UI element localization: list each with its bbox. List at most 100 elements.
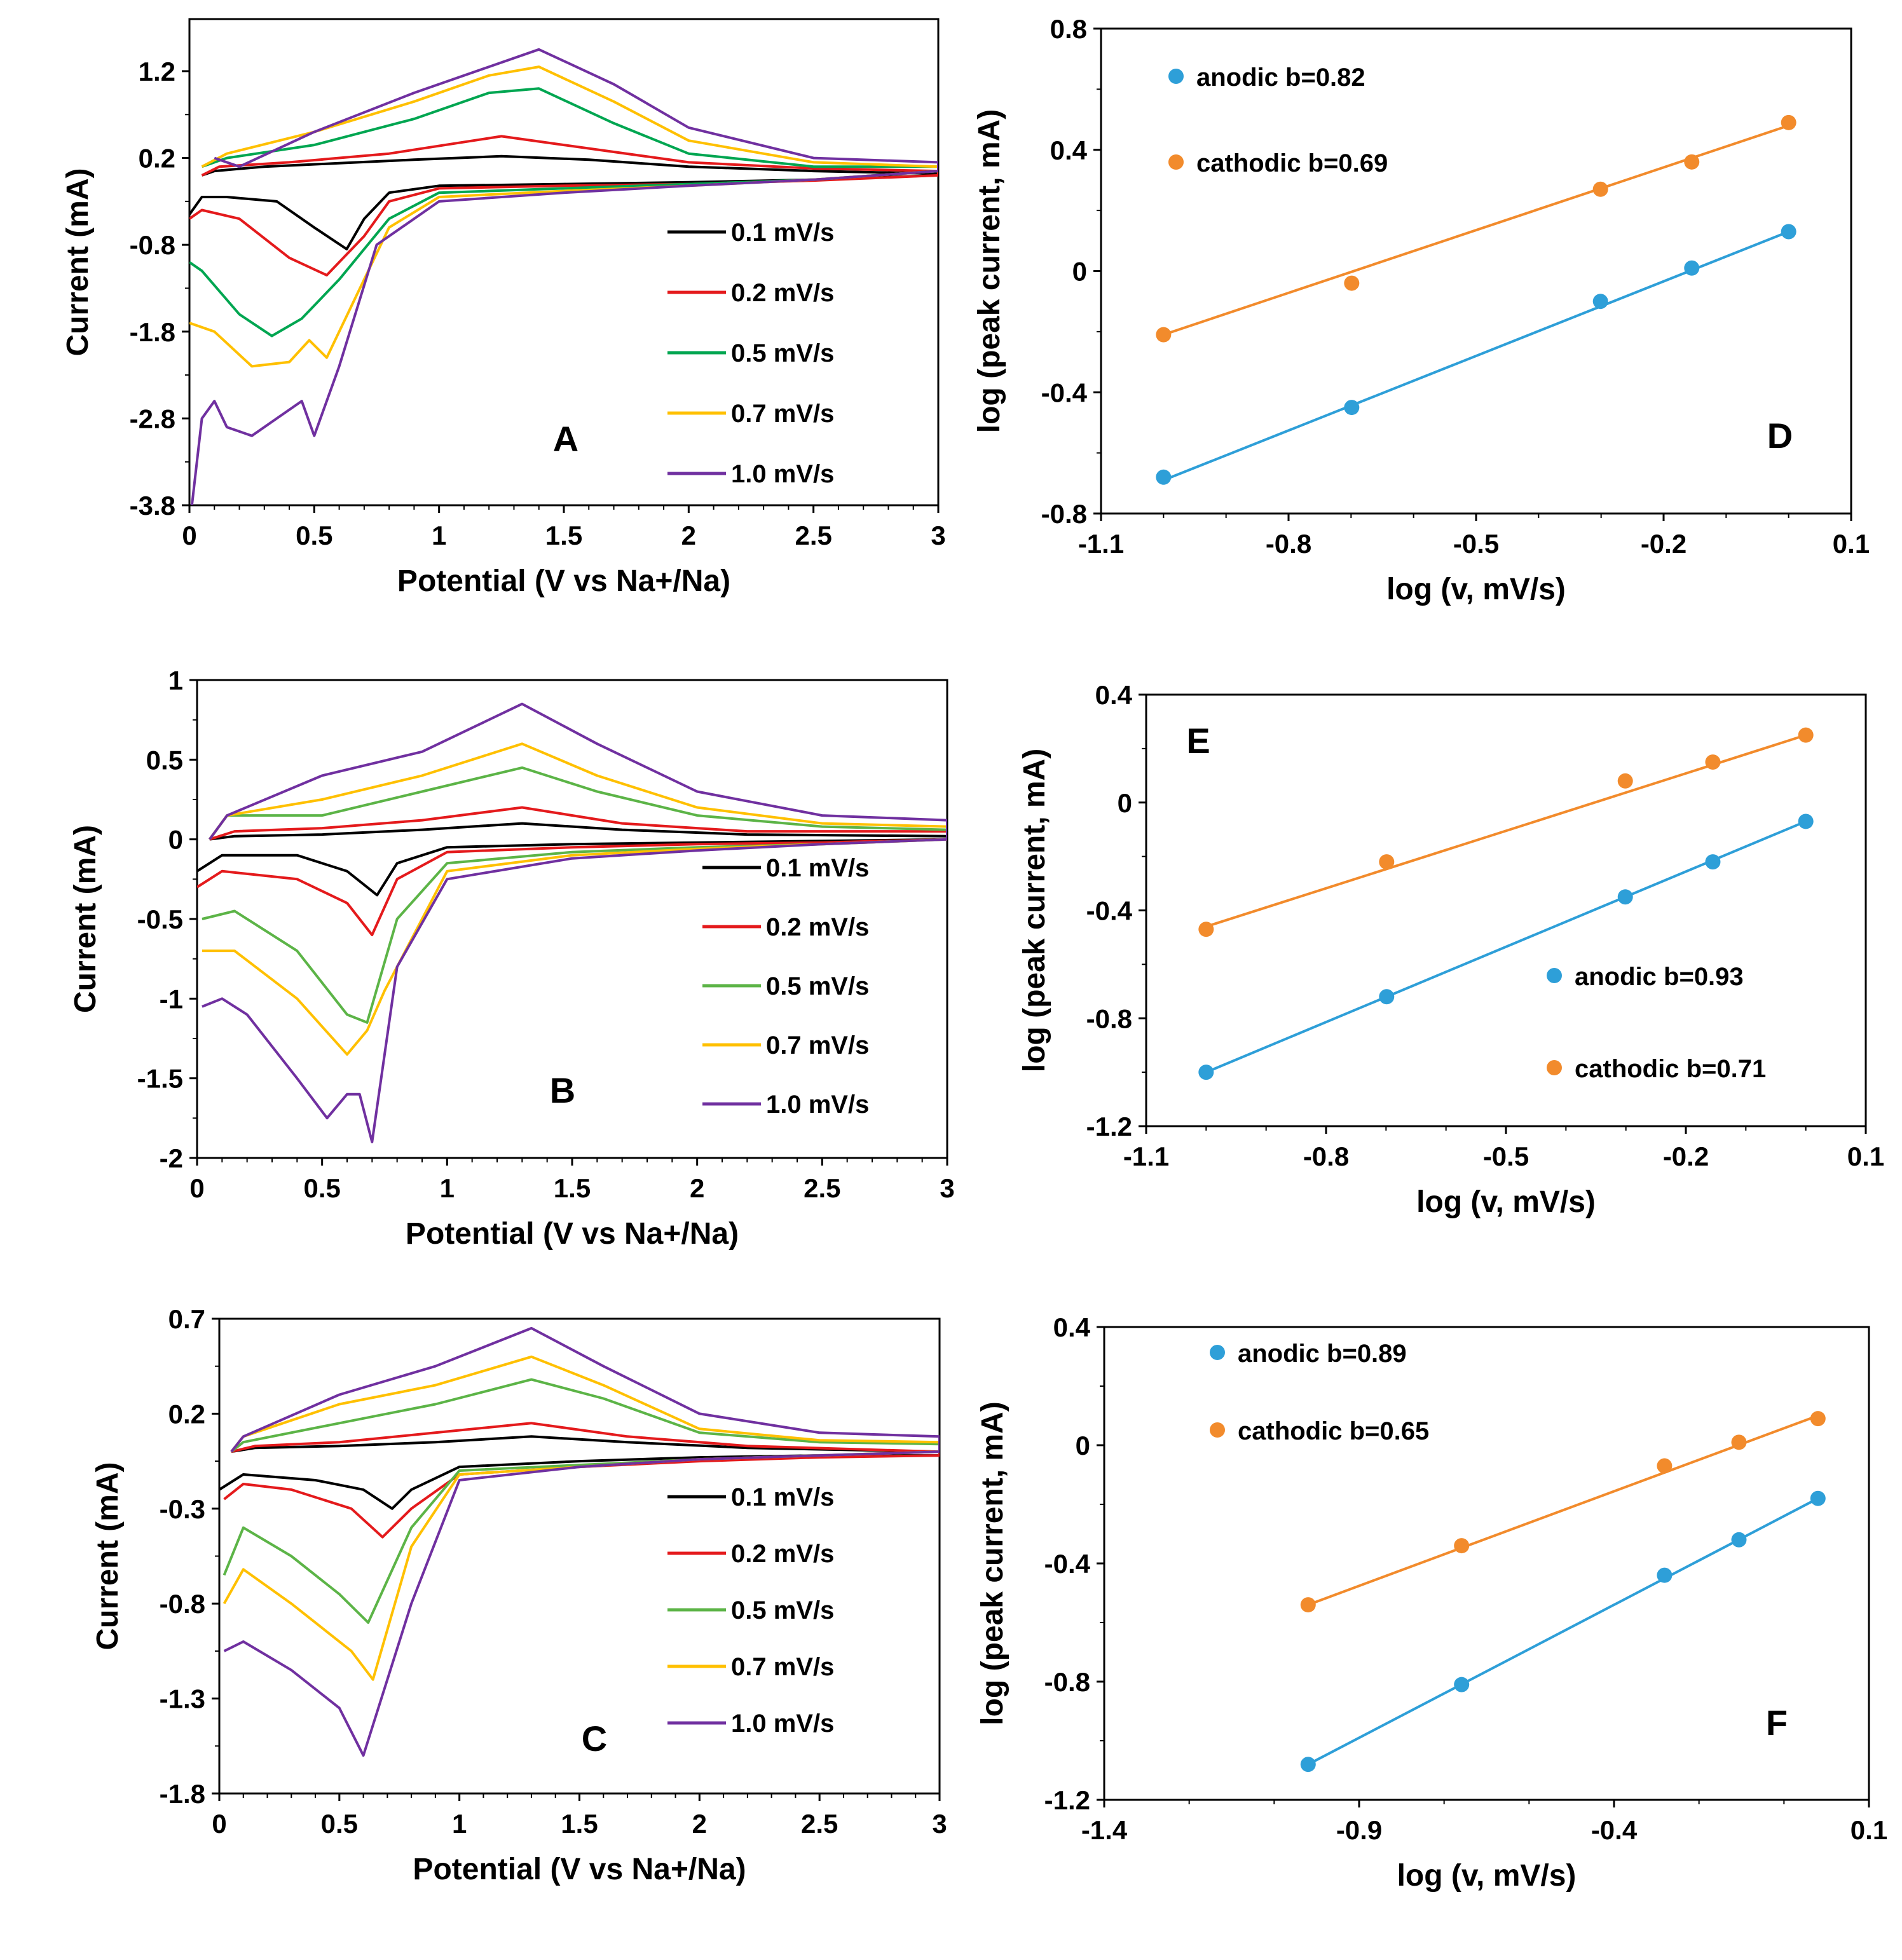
data-point <box>1344 400 1360 416</box>
legend-label: 0.5 mV/s <box>731 339 834 367</box>
y-tick-label: -0.8 <box>1044 1667 1090 1697</box>
y-tick-label: -0.4 <box>1044 1549 1091 1579</box>
data-point <box>1705 754 1721 770</box>
y-tick-label: -1.2 <box>1086 1112 1132 1141</box>
data-point <box>1657 1458 1673 1474</box>
x-tick-label: -1.4 <box>1081 1815 1128 1845</box>
legend-label: anodic b=0.93 <box>1575 963 1744 991</box>
y-tick-label: 0.5 <box>146 745 183 775</box>
panel-f: -1.2 -0.8 -0.4 0 0.4 -1.4 -0.9 -0.4 0.1 log (v, m… <box>976 1312 1887 1893</box>
data-point <box>1344 275 1360 291</box>
x-tick-label: -0.9 <box>1336 1815 1382 1845</box>
x-tick-label: -0.8 <box>1266 529 1311 559</box>
y-tick-label: 0 <box>168 825 183 855</box>
legend-marker <box>1168 69 1184 84</box>
data-point <box>1781 114 1796 130</box>
data-point <box>1810 1490 1826 1506</box>
data-point <box>1617 773 1633 789</box>
data-point <box>1798 813 1814 829</box>
legend-label: anodic b=0.82 <box>1196 64 1365 92</box>
y-tick-label: 1 <box>168 665 183 695</box>
data-point <box>1454 1538 1470 1554</box>
legend-label: 0.1 mV/s <box>731 1483 834 1511</box>
x-tick-label: 2.5 <box>804 1173 840 1203</box>
x-tick-label: 2.5 <box>801 1809 838 1839</box>
data-point <box>1684 154 1700 170</box>
x-tick-label: 3 <box>940 1173 954 1203</box>
x-tick-label: 0.1 <box>1847 1141 1884 1171</box>
y-tick-label: -0.5 <box>137 904 183 934</box>
legend-label: 0.2 mV/s <box>766 913 869 941</box>
cv-curve-1-0-mV-s <box>190 48 938 505</box>
y-tick-label: -1.2 <box>1044 1785 1090 1815</box>
x-tick-label: -0.5 <box>1483 1141 1529 1171</box>
cv-curve-0-7-mV-s <box>222 1355 940 1681</box>
legend-label: 0.1 mV/s <box>766 854 869 882</box>
legend-label: 0.7 mV/s <box>731 1653 834 1681</box>
legend-label: 1.0 mV/s <box>731 1710 834 1738</box>
panel-c: -1.8 -1.3 -0.8 -0.3 0.2 0.7 0 0.5 1 1.5 2 2.5 3 Poten… <box>91 1304 947 1886</box>
y-tick-label: 0 <box>1076 1431 1090 1460</box>
legend-label: 0.2 mV/s <box>731 279 834 307</box>
data-point <box>1798 727 1814 743</box>
x-tick-label: 0.1 <box>1833 529 1870 559</box>
x-tick-label: 3 <box>931 521 945 550</box>
cv-curve-0-1-mV-s <box>197 822 947 897</box>
x-tick-label: 1.5 <box>545 521 582 550</box>
legend-marker <box>1210 1422 1225 1438</box>
x-tick-label: 0.5 <box>296 521 332 550</box>
data-point <box>1454 1677 1470 1692</box>
fit-line <box>1163 230 1789 482</box>
x-tick-label: 1 <box>432 521 446 550</box>
y-tick-label: -1.3 <box>160 1684 205 1714</box>
y-axis-label: Current (mA) <box>91 1462 125 1650</box>
cv-curves <box>219 1326 940 1757</box>
data-point <box>1684 260 1700 276</box>
x-tick-label: 1.5 <box>554 1173 591 1203</box>
x-tick-label: 0.1 <box>1851 1815 1887 1845</box>
y-axis-label: log (peak current, mA) <box>976 1401 1009 1725</box>
y-tick-label: 0.7 <box>168 1304 205 1334</box>
y-tick-label: 0.8 <box>1050 14 1087 44</box>
x-tick-label: -0.2 <box>1641 529 1686 559</box>
x-tick-label: -0.2 <box>1663 1141 1709 1171</box>
y-tick-label: 0.2 <box>168 1399 205 1429</box>
y-tick-label: 0 <box>1118 788 1132 818</box>
x-axis-label: Potential (V vs Na+/Na) <box>413 1853 746 1886</box>
y-tick-label: -0.4 <box>1041 378 1088 407</box>
y-tick-label: 0.4 <box>1095 680 1133 710</box>
x-tick-label: 3 <box>932 1809 947 1839</box>
legend-label: anodic b=0.89 <box>1238 1340 1407 1368</box>
data-point <box>1781 224 1796 240</box>
cv-curve-0-7-mV-s <box>202 742 947 1056</box>
x-axis-label: log (v, mV/s) <box>1386 573 1566 606</box>
legend-label: cathodic b=0.65 <box>1238 1417 1429 1445</box>
cv-curves <box>197 702 947 1143</box>
y-tick-label: 0.4 <box>1053 1312 1091 1342</box>
panel-letter: F <box>1766 1703 1788 1743</box>
data-point <box>1810 1411 1826 1427</box>
y-tick-label: -0.3 <box>160 1494 205 1524</box>
x-tick-label: 0.5 <box>321 1809 358 1839</box>
data-point <box>1156 469 1172 485</box>
x-axis-label: Potential (V vs Na+/Na) <box>406 1217 739 1251</box>
x-tick-label: 0.5 <box>303 1173 340 1203</box>
y-axis-label: log (peak current, mA) <box>973 109 1006 433</box>
x-axis-label: log (v, mV/s) <box>1397 1859 1577 1893</box>
data-point <box>1731 1434 1747 1450</box>
x-tick-label: 0 <box>189 1173 204 1203</box>
x-tick-label: -0.4 <box>1591 1815 1638 1845</box>
legend-label: 0.5 mV/s <box>731 1596 834 1624</box>
y-tick-label: 0 <box>1072 257 1087 287</box>
x-tick-label: -0.5 <box>1453 529 1499 559</box>
panel-letter: C <box>582 1718 607 1759</box>
y-tick-label: -1.8 <box>130 317 175 347</box>
x-tick-label: -1.1 <box>1123 1141 1169 1171</box>
legend-label: 0.7 mV/s <box>731 400 834 428</box>
data-point <box>1705 854 1721 870</box>
fit-line <box>1308 1414 1819 1606</box>
legend-label: cathodic b=0.69 <box>1196 149 1388 177</box>
x-tick-label: 2.5 <box>795 521 831 550</box>
